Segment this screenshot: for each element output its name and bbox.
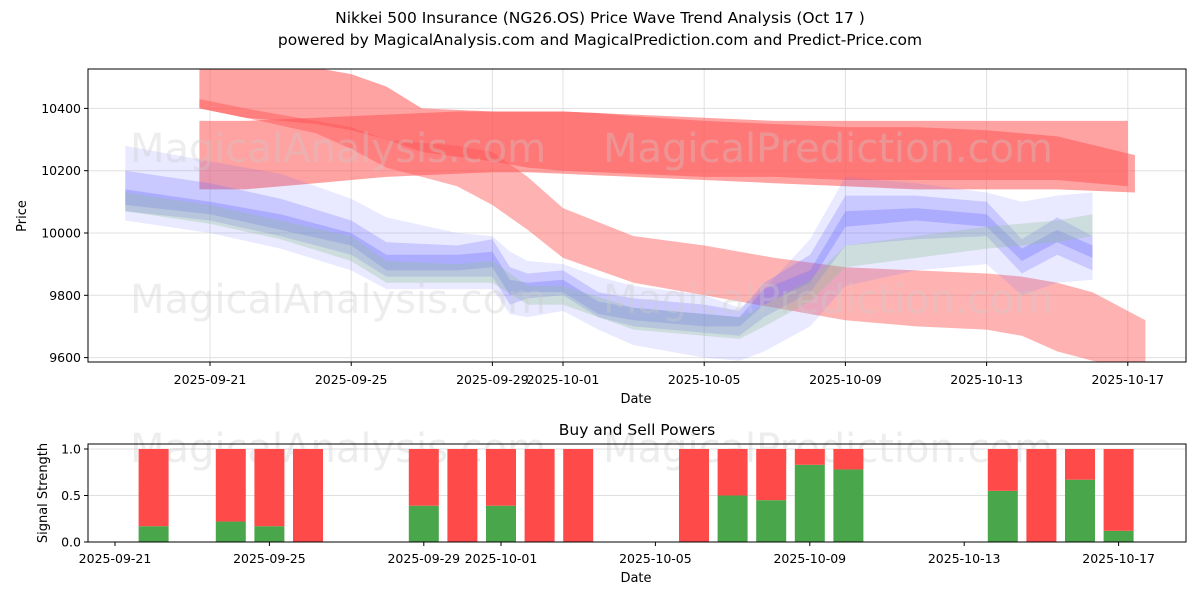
watermark: MagicalPrediction.com [603,126,1053,172]
x-tick-label: 2025-09-25 [233,551,306,566]
buy-sell-title: Buy and Sell Powers [559,421,716,439]
sell-bar [486,449,516,506]
x-tick-label: 2025-09-21 [79,551,152,566]
y-tick-label: 10000 [41,226,81,241]
x-tick-label: 2025-10-05 [668,372,741,387]
sell-bar [833,449,864,470]
buy-bar [138,526,169,542]
y-tick-label: 9800 [49,288,81,303]
main-y-axis-label: Price [15,200,30,232]
sell-bar [138,449,169,527]
sell-bar [524,449,555,542]
main-x-axis-label: Date [620,392,651,407]
main-plot-frame [87,68,1187,363]
sub-y-axis-label: Signal Strength [36,443,51,543]
x-tick-label: 2025-10-13 [950,372,1023,387]
buy-bar [486,505,516,542]
watermark: MagicalPrediction.com [603,426,1053,472]
y-tick-label: 10200 [41,163,81,178]
blue-wave-outer [125,145,1093,361]
x-tick-label: 2025-09-25 [315,372,388,387]
sell-bar [1065,449,1095,480]
buy-bar [1065,479,1095,542]
blue-wave-core [125,189,1093,327]
x-tick-label: 2025-09-29 [456,372,529,387]
buy-bar [756,500,787,542]
sub-x-axis-label: Date [620,571,651,586]
x-tick-label: 2025-10-05 [619,551,692,566]
watermark: MagicalAnalysis.com [130,277,546,323]
buy-bar [254,526,285,542]
buy-bar [794,464,825,542]
buy-bar [833,469,864,542]
buy-sell-chart: Buy and Sell Powers MagicalAnalysis.com … [36,421,1187,586]
sell-bar [1103,449,1134,531]
sell-bar [679,449,709,542]
x-tick-label: 2025-10-09 [809,372,882,387]
x-tick-label: 2025-09-29 [387,551,460,566]
sell-bar [254,449,285,527]
buy-bar [408,505,439,542]
sub-plot-frame [87,443,1187,543]
buy-sell-bars [138,449,1134,542]
buy-bar [215,521,246,542]
sub-y-axis: 0.0 0.5 1.0 [61,442,88,550]
sell-bar [987,449,1018,491]
x-tick-label: 2025-10-17 [1082,551,1155,566]
main-watermarks: MagicalAnalysis.com MagicalPrediction.co… [130,126,1053,323]
green-wave [125,192,1093,339]
y-tick-label: 1.0 [61,442,81,457]
watermark: MagicalPrediction.com [603,277,1053,323]
y-tick-label: 9600 [49,350,81,365]
x-tick-label: 2025-10-13 [928,551,1001,566]
x-tick-label: 2025-10-01 [527,372,600,387]
wave-bands [125,69,1146,362]
x-tick-label: 2025-09-21 [174,372,247,387]
chart-subtitle: powered by MagicalAnalysis.com and Magic… [277,31,923,49]
y-tick-label: 0.5 [61,488,81,503]
sell-bar [717,449,748,496]
buy-bar [1103,530,1134,542]
y-tick-label: 0.0 [61,535,81,550]
main-y-axis: 9600 9800 10000 10200 10400 [41,101,88,365]
blue-wave-mid [125,170,1093,336]
sell-bar [447,449,478,542]
watermark: MagicalAnalysis.com [130,126,546,172]
x-tick-label: 2025-10-01 [465,551,538,566]
red-wave-main [199,111,1135,193]
y-tick-label: 10400 [41,101,81,116]
sell-bar [293,449,323,542]
sell-bar [794,449,825,465]
watermark: MagicalAnalysis.com [130,426,546,472]
sub-x-axis: 2025-09-21 2025-09-25 2025-09-29 2025-10-01… [79,542,1155,566]
red-wave-falling [199,99,1146,362]
price-wave-chart: MagicalAnalysis.com MagicalPrediction.co… [15,68,1187,407]
x-tick-label: 2025-10-09 [773,551,846,566]
sell-bar [215,449,246,522]
sell-bar [1026,449,1057,542]
sell-bar [408,449,439,506]
chart-title: Nikkei 500 Insurance (NG26.OS) Price Wav… [335,9,865,27]
buy-bar [987,490,1018,542]
sell-bar [756,449,787,501]
main-x-axis: 2025-09-21 2025-09-25 2025-09-292025-10-01… [174,362,1164,387]
buy-bar [717,495,748,542]
x-tick-label: 2025-10-17 [1091,372,1164,387]
sell-bar [563,449,594,542]
